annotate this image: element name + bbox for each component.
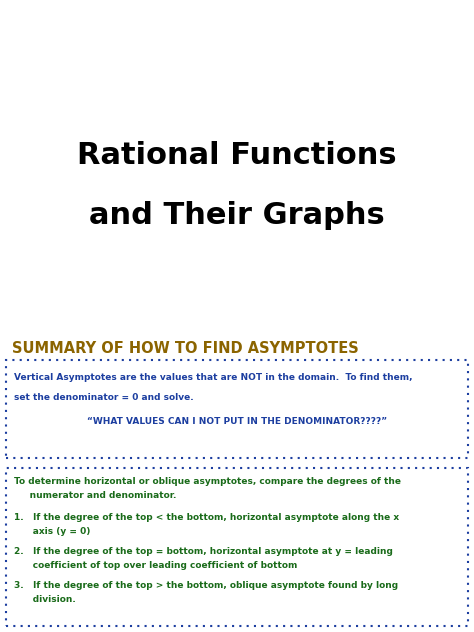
- Text: coefficient of top over leading coefficient of bottom: coefficient of top over leading coeffici…: [14, 561, 297, 569]
- Text: 2.   If the degree of the top = bottom, horizontal asymptote at y = leading: 2. If the degree of the top = bottom, ho…: [14, 547, 393, 557]
- Text: set the denominator = 0 and solve.: set the denominator = 0 and solve.: [14, 392, 193, 401]
- Text: and Their Graphs: and Their Graphs: [89, 200, 385, 229]
- Text: SUMMARY OF HOW TO FIND ASYMPTOTES: SUMMARY OF HOW TO FIND ASYMPTOTES: [12, 341, 359, 356]
- Text: axis (y = 0): axis (y = 0): [14, 526, 91, 535]
- Text: division.: division.: [14, 595, 76, 604]
- Text: “WHAT VALUES CAN I NOT PUT IN THE DENOMINATOR????”: “WHAT VALUES CAN I NOT PUT IN THE DENOMI…: [87, 418, 387, 427]
- Text: numerator and denominator.: numerator and denominator.: [14, 490, 176, 499]
- Text: Rational Functions: Rational Functions: [77, 140, 397, 169]
- Text: 3.   If the degree of the top > the bottom, oblique asymptote found by long: 3. If the degree of the top > the bottom…: [14, 581, 398, 590]
- Text: Vertical Asymptotes are the values that are NOT in the domain.  To find them,: Vertical Asymptotes are the values that …: [14, 374, 412, 382]
- Text: To determine horizontal or oblique asymptotes, compare the degrees of the: To determine horizontal or oblique asymp…: [14, 478, 401, 487]
- Text: 1.   If the degree of the top < the bottom, horizontal asymptote along the x: 1. If the degree of the top < the bottom…: [14, 513, 399, 523]
